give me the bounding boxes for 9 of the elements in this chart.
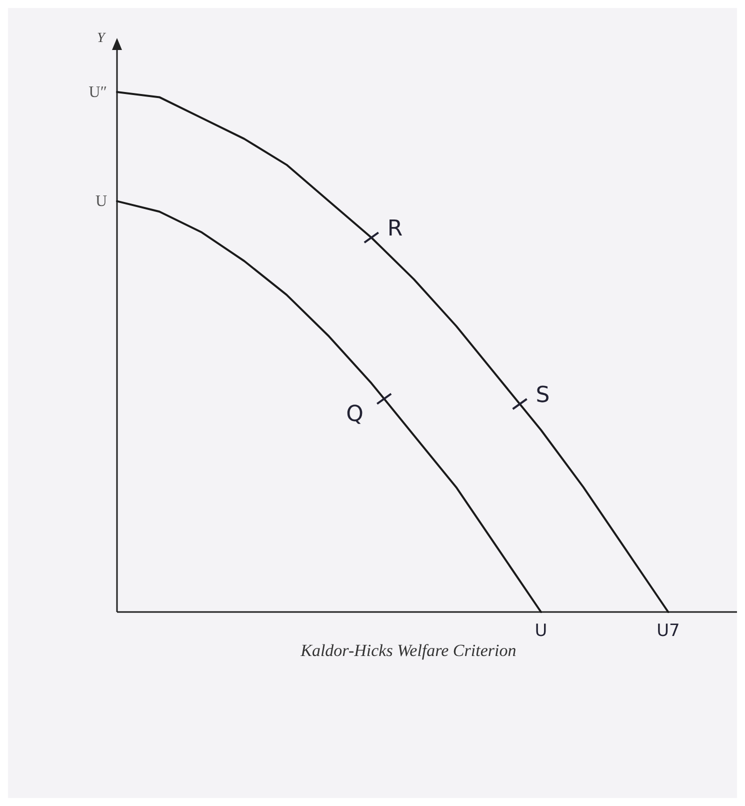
annotation: U″ xyxy=(88,84,107,101)
text: U7 xyxy=(656,621,680,641)
annotation: U xyxy=(95,193,108,210)
annotation: S xyxy=(536,383,550,408)
annotation: Q xyxy=(346,402,364,427)
y-axis-title: Y xyxy=(97,31,107,46)
annotation: R xyxy=(387,216,403,242)
text: Kaldor-Hicks Welfare Criterion xyxy=(300,641,516,660)
text: U xyxy=(534,621,548,641)
